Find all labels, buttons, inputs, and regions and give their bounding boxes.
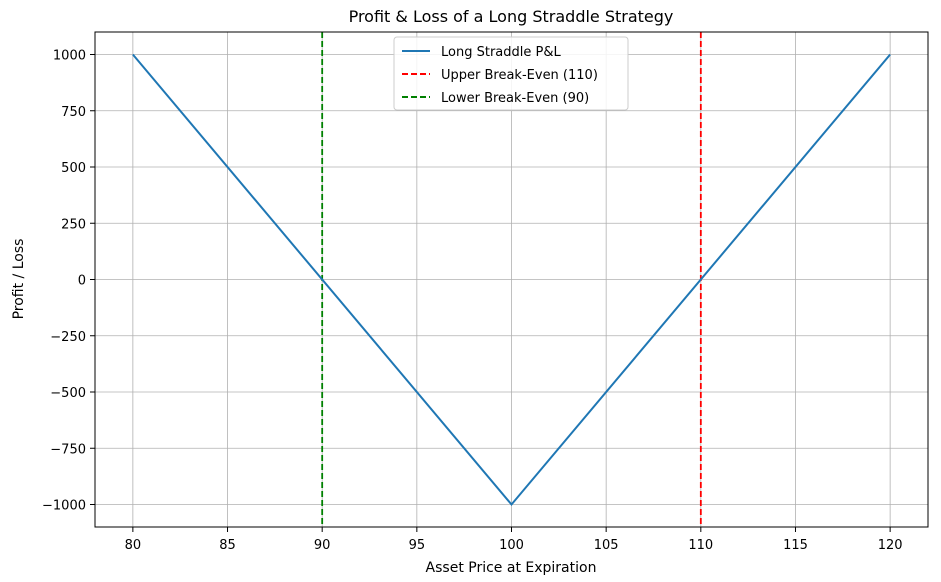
y-tick-label: 750 [61,105,86,120]
y-tick-label: 250 [61,217,86,232]
x-tick-label: 95 [409,538,426,553]
x-tick-label: 105 [594,538,619,553]
y-tick-label: −1000 [42,499,86,514]
x-tick-label: 85 [219,538,236,553]
y-tick-label: −750 [50,442,86,457]
legend-label-lower: Lower Break-Even (90) [441,91,589,106]
series-layer [132,53,891,507]
y-tick-label: 1000 [53,49,86,64]
x-axis-ticks: 80 85 90 95 100 105 110 115 120 [125,527,903,553]
x-tick-label: 100 [499,538,524,553]
x-tick-label: 80 [125,538,142,553]
y-axis-label: Profit / Loss [11,239,27,320]
legend: Long Straddle P&L Upper Break-Even (110)… [393,36,629,111]
x-axis-label: Asset Price at Expiration [426,560,597,576]
x-tick-label: 90 [314,538,331,553]
legend-box [393,36,629,111]
y-axis-ticks: 1000 750 500 250 0 −250 −500 −750 −1000 [42,49,95,514]
x-tick-label: 120 [878,538,903,553]
y-tick-label: −500 [50,386,86,401]
x-tick-label: 115 [783,538,808,553]
legend-label-pnl: Long Straddle P&L [441,45,561,60]
y-tick-label: −250 [50,330,86,345]
chart-title: Profit & Loss of a Long Straddle Strateg… [349,7,674,26]
pnl-series-line [132,53,891,507]
y-tick-label: 0 [78,274,86,289]
y-tick-label: 500 [61,161,86,176]
legend-label-upper: Upper Break-Even (110) [441,68,598,83]
x-tick-label: 110 [688,538,713,553]
